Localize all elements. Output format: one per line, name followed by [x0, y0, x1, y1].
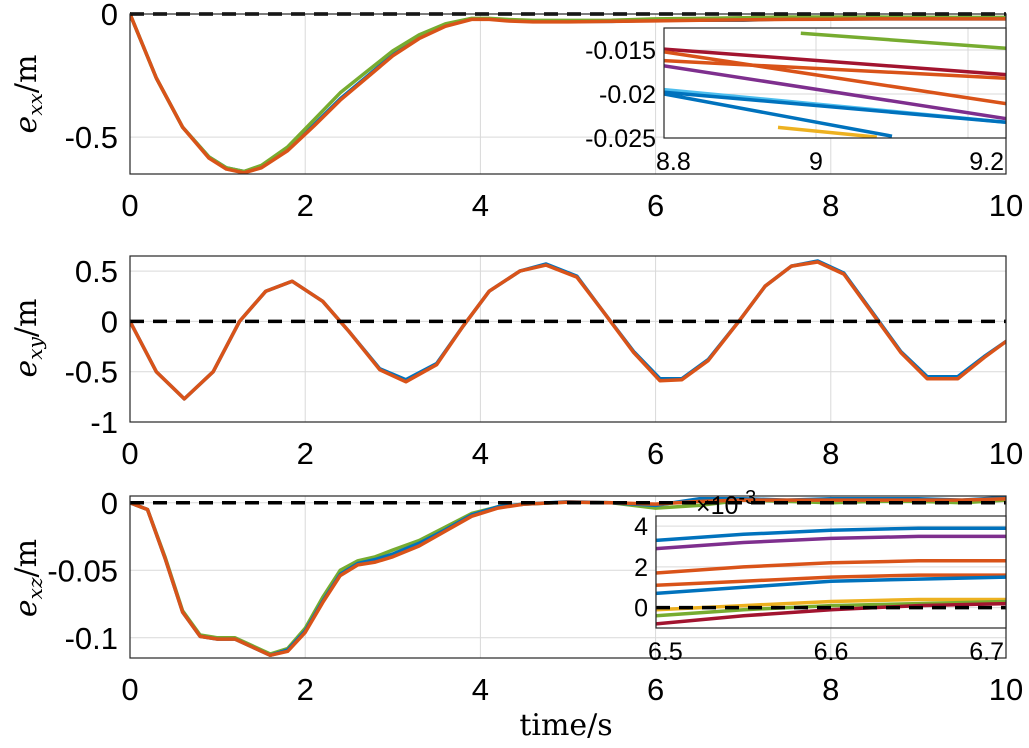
x-tick-label: 10 [989, 188, 1023, 223]
y-axis-label: exz/m [9, 539, 47, 617]
inset-x-tick-label: 6.7 [969, 638, 1004, 666]
inset-series-line [664, 90, 1006, 124]
inset-x-tick-label: 9 [809, 148, 823, 176]
series-group [130, 259, 1006, 401]
x-tick-label: 2 [297, 188, 314, 223]
series-line [130, 496, 1006, 658]
y-tick-label: 0 [101, 304, 118, 339]
y-tick-label: -0.5 [65, 120, 118, 155]
series-line [130, 12, 1006, 175]
x-tick-label: 0 [121, 672, 138, 707]
y-tick-label: 0 [101, 486, 118, 521]
y-tick-label: -0.1 [65, 621, 118, 656]
inset-frame [655, 515, 1007, 629]
series-group [130, 495, 1006, 658]
x-tick-label: 8 [822, 188, 839, 223]
x-tick-label: 0 [121, 436, 138, 471]
y-tick-label: -0.05 [47, 553, 118, 588]
x-tick-label: 0 [121, 188, 138, 223]
y-tick-label: -0.5 [65, 355, 118, 390]
x-tick-label: 8 [822, 436, 839, 471]
x-tick-label: 4 [472, 188, 489, 223]
inset-series-line [664, 58, 1006, 80]
inset-series-line [777, 125, 877, 138]
x-tick-label: 4 [472, 672, 489, 707]
inset-axes: 8.8 9 9.2 -0.015 -0.02 -0.025 [585, 27, 1007, 176]
x-tick-label: 10 [989, 672, 1023, 707]
series-line [130, 260, 1006, 401]
inset-y-tick-label: -0.025 [585, 125, 656, 153]
plot-area [130, 256, 1006, 422]
x-tick-label: 6 [647, 436, 664, 471]
x-tick-label: 10 [989, 436, 1023, 471]
inset-x-tick-label: 9.2 [969, 148, 1004, 176]
inset-series-line [656, 573, 1006, 587]
inset-x-tick-label: 6.5 [648, 638, 683, 666]
y-axis-label: exy/m [9, 299, 47, 378]
inset-x-tick-label: 6.6 [814, 638, 849, 666]
inset-background [664, 28, 1006, 138]
inset-series-group [656, 526, 1006, 626]
inset-y-tick-label: 4 [634, 513, 648, 541]
x-tick-label: 6 [647, 188, 664, 223]
inset-series-line [656, 526, 1006, 543]
x-tick-label: 4 [472, 436, 489, 471]
panel-exy: 0 2 4 6 8 10 0.5 0 -0.5 -1 exy/m [9, 254, 1023, 471]
inset-y-tick-label: -0.02 [599, 81, 656, 109]
inset-series-line [656, 534, 1006, 551]
y-tick-label: 0.5 [75, 254, 118, 289]
axes-frame [129, 255, 1007, 423]
y-tick-label: 0 [101, 0, 118, 32]
inset-series-line [664, 64, 1006, 121]
x-tick-label: 2 [297, 436, 314, 471]
y-axis-label: exx/m [9, 55, 47, 134]
inset-series-line [664, 92, 893, 138]
x-tick-label: 6 [647, 672, 664, 707]
inset-series-line [656, 599, 1006, 618]
x-tick-label: 8 [822, 672, 839, 707]
inset-series-group [664, 31, 1006, 138]
inset-series-line [656, 601, 1006, 626]
y-tick-label: -1 [90, 405, 118, 440]
inset-series-line [664, 50, 1006, 106]
inset-series-line [800, 31, 1006, 50]
inset-x-tick-label: 8.8 [656, 148, 691, 176]
inset-series-line [656, 559, 1006, 575]
inset-y-tick-label: -0.015 [585, 37, 656, 65]
inset-series-line [656, 575, 1006, 596]
inset-frame [663, 27, 1007, 139]
x-axis-label: time/s [519, 708, 612, 743]
x-tick-label: 2 [297, 672, 314, 707]
inset-y-tick-label: 2 [634, 554, 648, 582]
inset-y-tick-label: 0 [634, 595, 648, 623]
inset-series-line [664, 47, 1006, 77]
